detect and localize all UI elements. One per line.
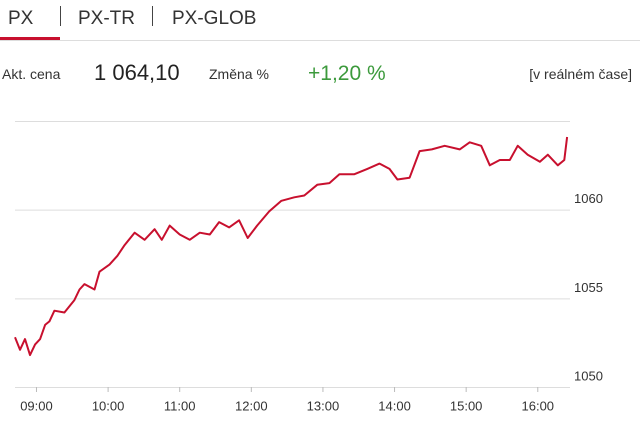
price: 1 064,10 — [94, 60, 180, 85]
tab[interactable]: PX — [8, 8, 34, 29]
active-tab-indicator — [0, 37, 60, 40]
change-label: Změna % — [209, 66, 269, 82]
x-tick-label: 12:00 — [235, 398, 268, 413]
x-tick-label: 14:00 — [378, 398, 411, 413]
x-tick-label: 13:00 — [307, 398, 340, 413]
x-tick-label: 11:00 — [164, 398, 196, 413]
x-tick-label: 16:00 — [522, 398, 555, 413]
tab[interactable]: PX-GLOB — [172, 8, 256, 29]
y-tick-label: 1060 — [574, 191, 603, 206]
x-tick-label: 15:00 — [450, 398, 483, 413]
price-label: Akt. cena — [2, 66, 61, 82]
change: +1,20 % — [308, 62, 386, 85]
y-tick-label: 1050 — [574, 368, 603, 383]
realtime-note: [v reálném čase] — [529, 66, 632, 82]
x-tick-label: 09:00 — [20, 398, 53, 413]
price-line — [14, 136, 569, 357]
x-tick-label: 10:00 — [92, 398, 125, 413]
y-tick-label: 1055 — [574, 280, 603, 295]
tab[interactable]: PX-TR — [78, 8, 135, 29]
plot: 1050 1055 1060 09:00 10:00 11:00 12:00 13:00 14:… — [14, 121, 603, 413]
